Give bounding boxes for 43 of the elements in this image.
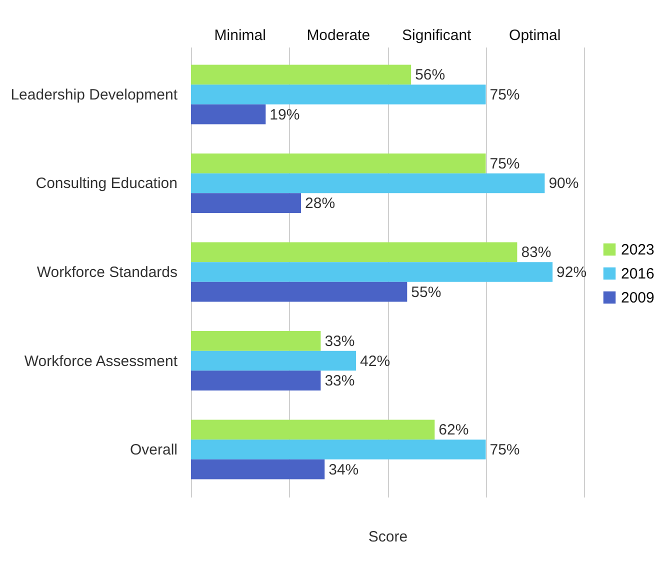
data-label: 19% (270, 106, 300, 124)
bar (191, 193, 302, 213)
data-label: 34% (328, 461, 359, 478)
y-tick-label: Workforce Assessment (24, 352, 178, 370)
text: Significant (402, 27, 472, 44)
data-label: 92% (556, 264, 587, 281)
bar (191, 282, 408, 302)
bar (191, 84, 486, 104)
y-tick-label: Workforce Standards (36, 264, 178, 281)
data-label: 28% (305, 195, 336, 212)
y-tick-label: Consulting Education (36, 175, 178, 192)
bar (191, 459, 325, 480)
y-tick-label: Leadership Development (10, 86, 178, 104)
data-label: 42% (360, 352, 390, 370)
data-label: 75% (490, 442, 520, 459)
data-label: 90% (548, 175, 579, 192)
bar (191, 173, 545, 194)
bar (191, 440, 486, 460)
text: Minimal (214, 27, 266, 44)
y-tick-label: Overall (130, 442, 178, 459)
data-label: 55% (411, 284, 442, 301)
legend-label: 2016 (621, 266, 654, 282)
bar (191, 350, 356, 371)
text: Moderate (306, 27, 370, 44)
data-label: 62% (438, 422, 469, 439)
data-label: 75% (490, 155, 520, 172)
legend-label: 2023 (621, 242, 654, 258)
bar (191, 64, 412, 85)
data-label: 56% (415, 66, 446, 84)
data-label: 83% (521, 244, 552, 262)
bar (191, 262, 553, 282)
bar (191, 104, 266, 124)
bar (191, 331, 321, 351)
x-axis-title: Score (368, 528, 408, 546)
bar (191, 370, 321, 390)
text: Optimal (509, 27, 561, 44)
legend-label: 2009 (621, 290, 654, 306)
data-label: 75% (490, 86, 520, 104)
bar (191, 420, 435, 440)
bar (191, 154, 486, 174)
data-label: 33% (324, 372, 355, 390)
bar (191, 242, 518, 262)
data-label: 33% (324, 332, 355, 350)
